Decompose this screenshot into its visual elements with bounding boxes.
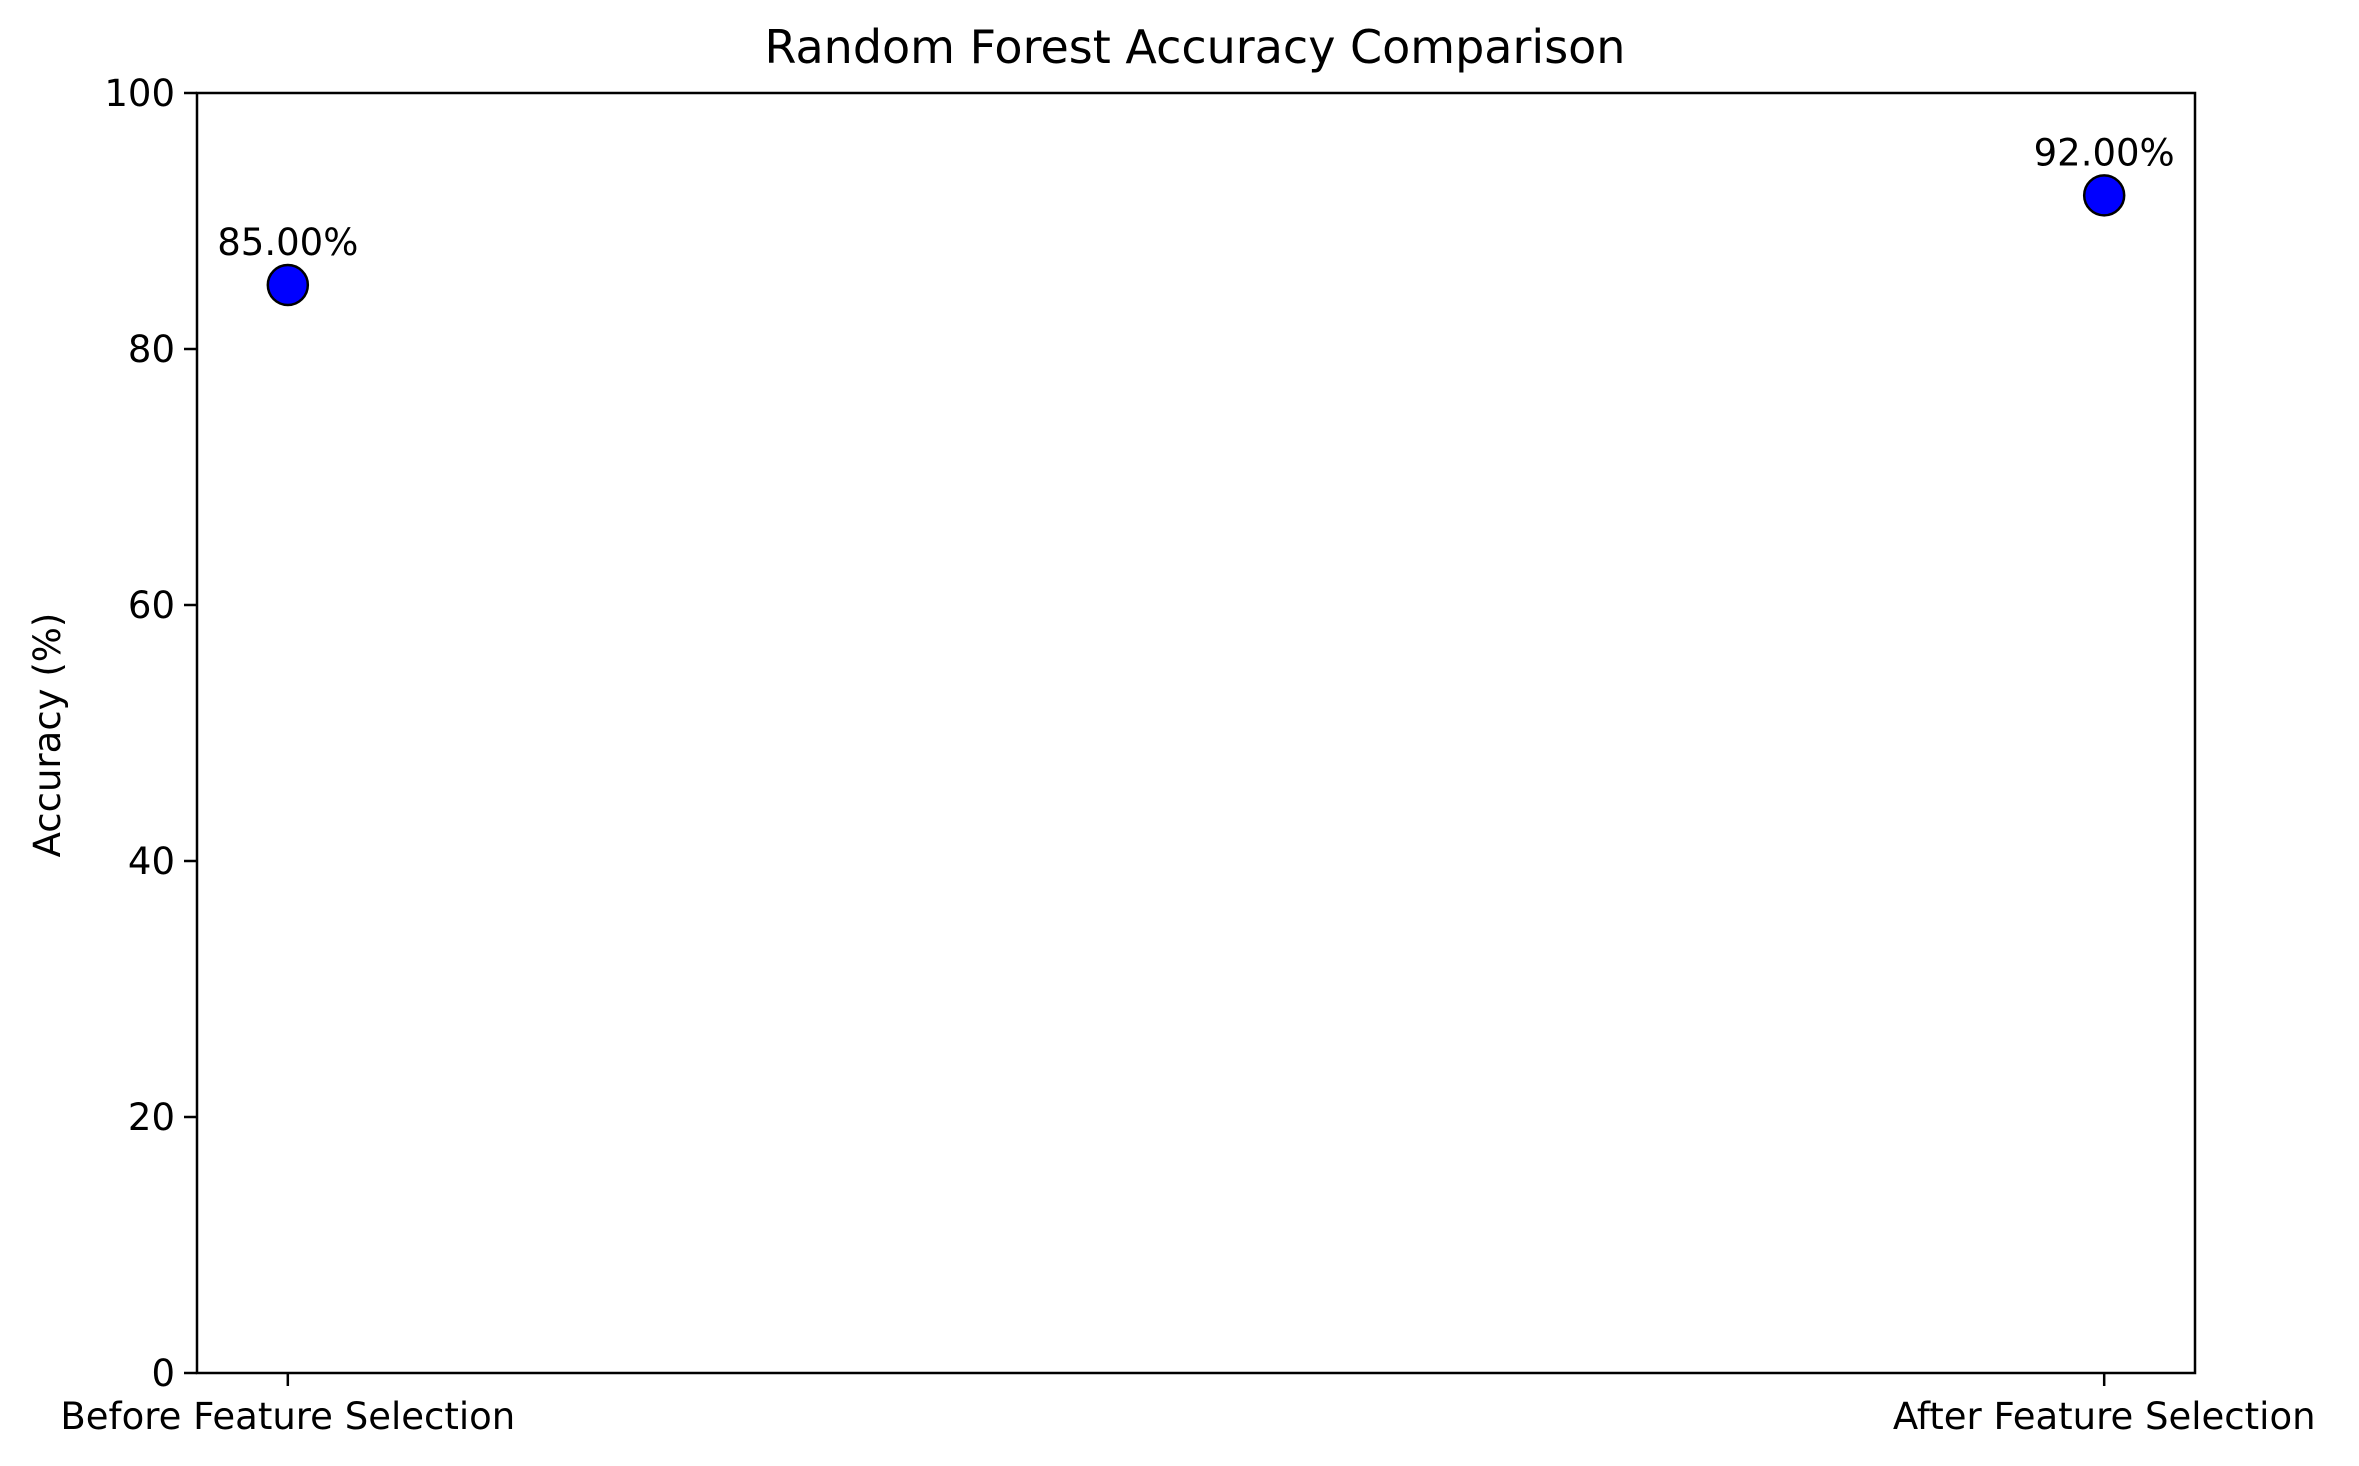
y-tick-label: 0 — [151, 1352, 175, 1395]
y-tick-label: 60 — [128, 584, 175, 627]
data-labels: 85.00% 92.00% — [217, 131, 2174, 264]
y-tick-label: 100 — [104, 72, 175, 115]
x-tick-label: Before Feature Selection — [60, 1395, 515, 1438]
y-axis-ticks: 0 20 40 60 80 100 — [104, 72, 197, 1395]
data-points — [266, 174, 2126, 307]
chart-title: Random Forest Accuracy Comparison — [765, 20, 1626, 74]
x-tick-label: After Feature Selection — [1893, 1395, 2316, 1438]
y-tick-label: 20 — [128, 1096, 175, 1139]
data-label: 85.00% — [217, 221, 358, 264]
data-label: 92.00% — [2034, 131, 2175, 174]
x-axis-ticks: Before Feature Selection After Feature Se… — [60, 1373, 2316, 1438]
plot-area-frame — [195, 91, 2197, 1375]
data-point — [266, 263, 310, 307]
y-tick-label: 80 — [128, 328, 175, 371]
y-tick-label: 40 — [128, 840, 175, 883]
y-axis-label: Accuracy (%) — [26, 613, 69, 858]
data-point — [2082, 174, 2126, 217]
